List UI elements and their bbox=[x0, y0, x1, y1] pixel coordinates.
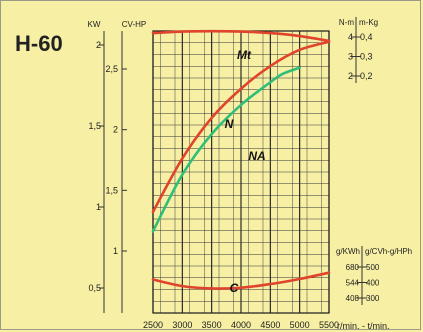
curve-na bbox=[151, 66, 301, 233]
cv-tick-label: 2 bbox=[113, 125, 118, 135]
nm-ticks: 4 3 2 bbox=[348, 32, 356, 81]
gkwh-tick-label: 408 bbox=[346, 294, 360, 303]
curve-n bbox=[151, 40, 331, 214]
gkwh-ticks: 680 544 408 bbox=[346, 263, 362, 303]
kw-tick-label: 2 bbox=[96, 40, 101, 50]
kw-tick-label: 1,5 bbox=[88, 121, 101, 131]
cv-tick-label: 1,5 bbox=[105, 185, 118, 195]
nm-tick-label: 4 bbox=[348, 32, 353, 42]
kw-tick-label: 1 bbox=[96, 202, 101, 212]
x-axis-unit-label: r/min. - t/min. bbox=[337, 321, 390, 331]
mkg-ticks: 0,4 0,3 0,2 bbox=[356, 32, 373, 81]
cv-tick-label: 2,5 bbox=[105, 64, 118, 74]
x-tick-label: 5500 bbox=[319, 320, 339, 330]
x-tick-label: 5000 bbox=[290, 320, 310, 330]
x-tick-label: 2500 bbox=[143, 320, 163, 330]
gcvh-tick-label: 300 bbox=[366, 294, 380, 303]
curve-c bbox=[151, 271, 331, 290]
cv-tick-label: 1 bbox=[113, 246, 118, 256]
curve-labels: Mt N NA C bbox=[225, 48, 266, 295]
kw-ticks: 2 1,5 1 0,5 bbox=[88, 40, 104, 293]
curve-label-n: N bbox=[225, 117, 234, 131]
x-tick-label: 3000 bbox=[172, 320, 192, 330]
mkg-tick-label: 0,4 bbox=[360, 32, 373, 42]
nm-axis-label: N-m bbox=[339, 18, 354, 27]
curve-label-c: C bbox=[230, 281, 239, 295]
cv-axis-label: CV-HP bbox=[122, 20, 146, 29]
gkwh-tick-label: 680 bbox=[346, 263, 360, 272]
cv-ticks: 2,5 2 1,5 1 bbox=[105, 64, 127, 256]
gcvh-axis-label: g/CVh-g/HPh bbox=[365, 247, 412, 256]
kw-tick-label: 0,5 bbox=[88, 283, 101, 293]
x-tick-label: 4000 bbox=[231, 320, 251, 330]
gcvh-tick-label: 400 bbox=[366, 279, 380, 288]
nm-tick-label: 3 bbox=[348, 52, 353, 62]
kw-axis-label: KW bbox=[88, 20, 101, 29]
curve-label-na: NA bbox=[248, 149, 265, 163]
left-axes: KW CV-HP 2 1,5 1 0,5 2,5 2 1,5 1 bbox=[88, 20, 146, 313]
x-tick-label: 4500 bbox=[260, 320, 280, 330]
x-axis-ticks: 2500 3000 3500 4000 4500 5000 5500 bbox=[143, 320, 339, 330]
plot-grid bbox=[152, 30, 330, 314]
gcvh-ticks: 500 400 300 bbox=[362, 263, 380, 303]
mkg-tick-label: 0,2 bbox=[360, 71, 373, 81]
gkwh-axis-label: g/KWh bbox=[336, 247, 360, 256]
right-axes-bottom: g/KWh g/CVh-g/HPh 680 544 408 500 400 300 bbox=[336, 246, 412, 305]
gcvh-tick-label: 500 bbox=[366, 263, 380, 272]
x-tick-label: 3500 bbox=[202, 320, 222, 330]
mkg-tick-label: 0,3 bbox=[360, 52, 373, 62]
chart-title: H-60 bbox=[15, 31, 63, 56]
gkwh-tick-label: 544 bbox=[346, 279, 360, 288]
mkg-axis-label: m-Kg bbox=[359, 18, 378, 27]
curve-label-mt: Mt bbox=[237, 48, 252, 62]
right-axes-top: N-m m-Kg 4 3 2 0,4 0,3 0,2 bbox=[339, 17, 378, 83]
curves bbox=[151, 29, 331, 290]
nm-tick-label: 2 bbox=[348, 71, 353, 81]
curve-mt bbox=[151, 29, 331, 43]
